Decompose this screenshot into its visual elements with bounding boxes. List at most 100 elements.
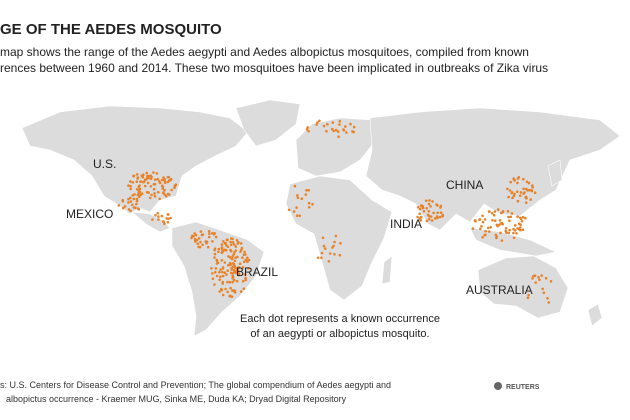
occurrence-dot bbox=[495, 236, 498, 240]
occurrence-dot bbox=[142, 180, 146, 184]
occurrence-dot bbox=[307, 201, 311, 205]
occurrence-dot bbox=[127, 197, 130, 201]
occurrence-dot bbox=[226, 238, 229, 241]
occurrence-dot bbox=[147, 191, 150, 194]
occurrence-dot bbox=[522, 187, 525, 191]
occurrence-dot bbox=[320, 256, 323, 260]
occurrence-dot bbox=[117, 204, 121, 207]
occurrence-dot bbox=[321, 236, 325, 240]
occurrence-dot bbox=[135, 199, 139, 203]
occurrence-dot bbox=[241, 256, 244, 260]
occurrence-dot bbox=[237, 266, 241, 269]
occurrence-dot bbox=[293, 184, 297, 188]
africa bbox=[285, 175, 393, 301]
occurrence-dot bbox=[127, 201, 130, 204]
occurrence-dot bbox=[501, 222, 505, 226]
occurrence-dot bbox=[491, 219, 494, 222]
occurrence-dot bbox=[336, 130, 340, 133]
occurrence-dot bbox=[135, 197, 139, 201]
occurrence-dot bbox=[166, 221, 170, 224]
occurrence-dot bbox=[544, 276, 548, 280]
occurrence-dot bbox=[295, 206, 298, 209]
occurrence-dot bbox=[158, 197, 161, 201]
occurrence-dot bbox=[311, 202, 314, 206]
occurrence-dot bbox=[531, 277, 534, 280]
occurrence-dot bbox=[489, 226, 493, 229]
occurrence-dot bbox=[164, 194, 168, 198]
occurrence-dot bbox=[512, 227, 515, 231]
occurrence-dot bbox=[190, 236, 193, 240]
occurrence-dot bbox=[229, 240, 232, 244]
occurrence-dot bbox=[522, 177, 525, 181]
occurrence-dot bbox=[231, 280, 234, 284]
occurrence-dot bbox=[533, 191, 537, 194]
occurrence-dot bbox=[234, 256, 237, 260]
occurrence-dot bbox=[205, 240, 209, 244]
occurrence-dot bbox=[121, 198, 124, 202]
occurrence-dot bbox=[546, 297, 549, 300]
occurrence-dot bbox=[244, 253, 247, 256]
occurrence-dot bbox=[152, 183, 156, 186]
occurrence-dot bbox=[244, 276, 247, 280]
occurrence-dot bbox=[529, 198, 532, 201]
occurrence-dot bbox=[510, 212, 514, 215]
occurrence-dot bbox=[549, 280, 553, 283]
map-label: INDIA bbox=[390, 217, 422, 231]
occurrence-dot bbox=[334, 128, 338, 132]
occurrence-dot bbox=[129, 187, 132, 191]
occurrence-dot bbox=[233, 270, 237, 273]
occurrence-dot bbox=[157, 215, 160, 218]
occurrence-dot bbox=[421, 206, 425, 210]
occurrence-dot bbox=[501, 210, 505, 213]
occurrence-dot bbox=[512, 231, 515, 235]
occurrence-dot bbox=[334, 234, 338, 238]
occurrence-dot bbox=[199, 230, 203, 233]
occurrence-dot bbox=[146, 181, 150, 185]
occurrence-dot bbox=[234, 245, 238, 248]
occurrence-dot bbox=[484, 229, 487, 233]
occurrence-dot bbox=[507, 195, 510, 199]
occurrence-dot bbox=[527, 293, 530, 297]
occurrence-dot bbox=[136, 193, 140, 197]
occurrence-dot bbox=[220, 288, 223, 292]
occurrence-dot bbox=[230, 237, 233, 240]
occurrence-dot bbox=[156, 211, 159, 215]
occurrence-dot bbox=[493, 210, 497, 213]
occurrence-dot bbox=[150, 175, 153, 179]
occurrence-dot bbox=[439, 211, 443, 214]
occurrence-dot bbox=[131, 194, 134, 197]
occurrence-dot bbox=[239, 290, 243, 293]
occurrence-dot bbox=[173, 186, 176, 189]
occurrence-dot bbox=[326, 122, 329, 126]
occurrence-dot bbox=[512, 236, 516, 240]
occurrence-dot bbox=[512, 177, 515, 180]
occurrence-dot bbox=[418, 212, 422, 215]
occurrence-dot bbox=[332, 244, 335, 248]
occurrence-dot bbox=[416, 206, 420, 209]
occurrence-dots bbox=[117, 119, 553, 304]
occurrence-dot bbox=[505, 231, 508, 234]
occurrence-dot bbox=[330, 127, 334, 131]
occurrence-dot bbox=[520, 219, 524, 223]
occurrence-dot bbox=[153, 178, 157, 181]
occurrence-dot bbox=[137, 208, 141, 211]
asia bbox=[365, 107, 621, 231]
occurrence-dot bbox=[513, 192, 516, 196]
occurrence-dot bbox=[157, 218, 160, 221]
occurrence-dot bbox=[521, 228, 525, 231]
logo: REUTERS bbox=[506, 384, 540, 391]
occurrence-dot bbox=[538, 278, 541, 282]
occurrence-dot bbox=[525, 180, 529, 184]
occurrence-dot bbox=[140, 192, 144, 195]
occurrence-dot bbox=[228, 294, 231, 298]
japan bbox=[547, 159, 563, 187]
occurrence-dot bbox=[247, 267, 250, 270]
occurrence-dot bbox=[135, 173, 139, 176]
occurrence-dot bbox=[486, 226, 490, 230]
occurrence-dot bbox=[507, 215, 510, 219]
occurrence-dot bbox=[304, 193, 308, 196]
occurrence-dot bbox=[307, 206, 311, 209]
occurrence-dot bbox=[519, 223, 522, 226]
occurrence-dot bbox=[201, 243, 204, 247]
